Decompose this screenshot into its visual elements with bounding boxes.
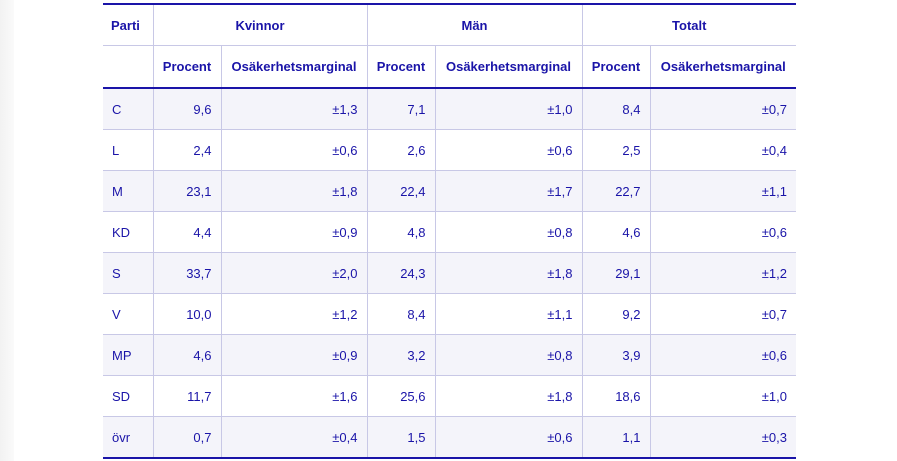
totalt-procent-cell: 4,6	[581, 211, 650, 253]
totalt-marginal-cell: ±0,4	[649, 129, 797, 171]
header-man-marginal: Osäkerhetsmarginal	[434, 45, 582, 89]
header-kvinnor-procent: Procent	[152, 45, 221, 89]
totalt-procent-cell: 29,1	[581, 252, 650, 294]
totalt-marginal-cell: ±0,6	[649, 211, 797, 253]
kvinnor-procent-cell: 23,1	[152, 170, 221, 212]
totalt-procent-cell: 3,9	[581, 334, 650, 376]
totalt-marginal-cell: ±0,3	[649, 416, 797, 459]
man-marginal-cell: ±1,7	[434, 170, 582, 212]
header-kvinnor-marginal: Osäkerhetsmarginal	[220, 45, 367, 89]
kvinnor-marginal-cell: ±2,0	[220, 252, 367, 294]
man-procent-cell: 2,6	[366, 129, 435, 171]
parti-cell: övr	[103, 416, 153, 459]
man-marginal-cell: ±1,0	[434, 88, 582, 130]
man-procent-cell: 22,4	[366, 170, 435, 212]
table-row: KD 4,4 ±0,9 4,8 ±0,8 4,6 ±0,6	[103, 211, 797, 253]
results-table: Parti Kvinnor Män Totalt Procent Osäkerh…	[103, 3, 797, 459]
man-marginal-cell: ±0,8	[434, 211, 582, 253]
kvinnor-marginal-cell: ±0,6	[220, 129, 367, 171]
kvinnor-procent-cell: 33,7	[152, 252, 221, 294]
parti-cell: MP	[103, 334, 153, 376]
kvinnor-marginal-cell: ±0,9	[220, 211, 367, 253]
page-left-strip	[0, 0, 14, 461]
table-body: C 9,6 ±1,3 7,1 ±1,0 8,4 ±0,7 L 2,4 ±0,6 2,6 ±0,6 2,5…	[103, 88, 797, 459]
man-procent-cell: 1,5	[366, 416, 435, 459]
header-empty	[103, 45, 153, 89]
table-row: V 10,0 ±1,2 8,4 ±1,1 9,2 ±0,7	[103, 293, 797, 335]
parti-cell: KD	[103, 211, 153, 253]
parti-cell: C	[103, 88, 153, 130]
kvinnor-procent-cell: 4,4	[152, 211, 221, 253]
parti-cell: S	[103, 252, 153, 294]
man-marginal-cell: ±0,8	[434, 334, 582, 376]
table-row: C 9,6 ±1,3 7,1 ±1,0 8,4 ±0,7	[103, 88, 797, 130]
totalt-procent-cell: 18,6	[581, 375, 650, 417]
totalt-marginal-cell: ±1,0	[649, 375, 797, 417]
table-row: M 23,1 ±1,8 22,4 ±1,7 22,7 ±1,1	[103, 170, 797, 212]
header-totalt-marginal: Osäkerhetsmarginal	[649, 45, 797, 89]
kvinnor-procent-cell: 11,7	[152, 375, 221, 417]
totalt-procent-cell: 8,4	[581, 88, 650, 130]
man-marginal-cell: ±0,6	[434, 129, 582, 171]
kvinnor-marginal-cell: ±1,3	[220, 88, 367, 130]
header-parti: Parti	[103, 3, 153, 46]
header-totalt: Totalt	[581, 3, 797, 46]
man-procent-cell: 4,8	[366, 211, 435, 253]
header-totalt-procent: Procent	[581, 45, 650, 89]
table-row: SD 11,7 ±1,6 25,6 ±1,8 18,6 ±1,0	[103, 375, 797, 417]
header-kvinnor: Kvinnor	[152, 3, 367, 46]
table-row: övr 0,7 ±0,4 1,5 ±0,6 1,1 ±0,3	[103, 416, 797, 459]
totalt-procent-cell: 2,5	[581, 129, 650, 171]
kvinnor-marginal-cell: ±0,9	[220, 334, 367, 376]
man-procent-cell: 25,6	[366, 375, 435, 417]
totalt-marginal-cell: ±1,1	[649, 170, 797, 212]
man-marginal-cell: ±0,6	[434, 416, 582, 459]
table-row: L 2,4 ±0,6 2,6 ±0,6 2,5 ±0,4	[103, 129, 797, 171]
man-procent-cell: 24,3	[366, 252, 435, 294]
kvinnor-marginal-cell: ±1,6	[220, 375, 367, 417]
kvinnor-marginal-cell: ±1,2	[220, 293, 367, 335]
parti-cell: M	[103, 170, 153, 212]
header-row-groups: Parti Kvinnor Män Totalt	[103, 3, 797, 46]
man-procent-cell: 7,1	[366, 88, 435, 130]
man-marginal-cell: ±1,8	[434, 375, 582, 417]
table-header: Parti Kvinnor Män Totalt Procent Osäkerh…	[103, 3, 797, 89]
header-row-sub: Procent Osäkerhetsmarginal Procent Osäke…	[103, 45, 797, 89]
parti-cell: SD	[103, 375, 153, 417]
totalt-procent-cell: 9,2	[581, 293, 650, 335]
kvinnor-procent-cell: 4,6	[152, 334, 221, 376]
man-marginal-cell: ±1,8	[434, 252, 582, 294]
kvinnor-procent-cell: 10,0	[152, 293, 221, 335]
totalt-procent-cell: 22,7	[581, 170, 650, 212]
totalt-marginal-cell: ±0,7	[649, 88, 797, 130]
kvinnor-marginal-cell: ±1,8	[220, 170, 367, 212]
header-man-procent: Procent	[366, 45, 435, 89]
totalt-procent-cell: 1,1	[581, 416, 650, 459]
totalt-marginal-cell: ±0,7	[649, 293, 797, 335]
parti-cell: L	[103, 129, 153, 171]
man-procent-cell: 8,4	[366, 293, 435, 335]
kvinnor-procent-cell: 0,7	[152, 416, 221, 459]
parti-cell: V	[103, 293, 153, 335]
kvinnor-marginal-cell: ±0,4	[220, 416, 367, 459]
kvinnor-procent-cell: 9,6	[152, 88, 221, 130]
table-row: S 33,7 ±2,0 24,3 ±1,8 29,1 ±1,2	[103, 252, 797, 294]
header-man: Män	[366, 3, 582, 46]
man-marginal-cell: ±1,1	[434, 293, 582, 335]
man-procent-cell: 3,2	[366, 334, 435, 376]
totalt-marginal-cell: ±0,6	[649, 334, 797, 376]
totalt-marginal-cell: ±1,2	[649, 252, 797, 294]
kvinnor-procent-cell: 2,4	[152, 129, 221, 171]
table-row: MP 4,6 ±0,9 3,2 ±0,8 3,9 ±0,6	[103, 334, 797, 376]
